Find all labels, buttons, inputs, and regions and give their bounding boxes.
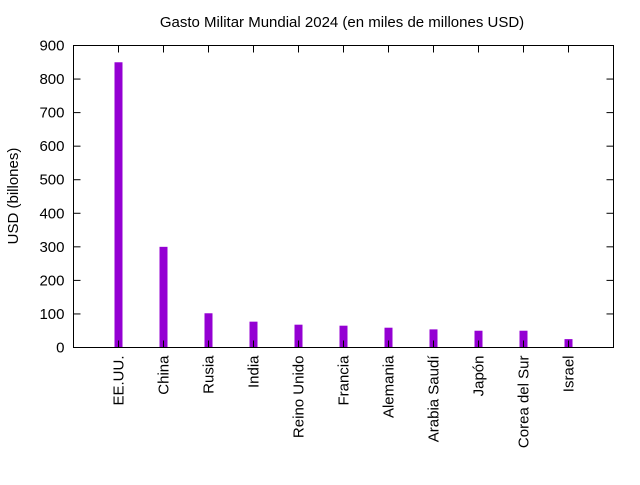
- y-tick-label: 0: [56, 340, 64, 357]
- y-axis-label: USD (billones): [5, 148, 22, 245]
- y-tick-label: 600: [39, 138, 64, 155]
- bar: [249, 321, 258, 348]
- y-tick-label: 500: [39, 172, 64, 189]
- x-tick-label: Israel: [561, 356, 578, 393]
- bar: [204, 313, 213, 348]
- x-tick-label: EE.UU.: [111, 356, 128, 406]
- plot-border: [73, 45, 614, 348]
- y-tick-label: 300: [39, 239, 64, 256]
- chart-title: Gasto Militar Mundial 2024 (en miles de …: [160, 14, 524, 31]
- y-tick-label: 100: [39, 306, 64, 323]
- x-tick-label: Corea del Sur: [516, 356, 533, 449]
- bar: [294, 324, 303, 348]
- y-tick-label: 700: [39, 105, 64, 122]
- x-tick-label: China: [156, 355, 173, 395]
- bar: [339, 325, 348, 348]
- bar: [384, 327, 393, 348]
- bar: [114, 62, 123, 348]
- x-tick-label: Arabia Saudí: [426, 355, 443, 443]
- bar: [429, 329, 438, 348]
- y-tick-label: 800: [39, 71, 64, 88]
- x-tick-label: India: [246, 355, 263, 388]
- bar: [519, 330, 528, 348]
- x-tick-label: Japón: [471, 356, 488, 397]
- x-tick-label: Rusia: [201, 355, 218, 394]
- y-tick-label: 400: [39, 205, 64, 222]
- y-tick-label: 200: [39, 272, 64, 289]
- x-tick-label: Francia: [336, 355, 353, 406]
- bar: [474, 330, 483, 348]
- y-tick-label: 900: [39, 38, 64, 55]
- x-tick-label: Reino Unido: [291, 356, 308, 439]
- x-tick-label: Alemania: [381, 355, 398, 418]
- bar: [159, 246, 168, 348]
